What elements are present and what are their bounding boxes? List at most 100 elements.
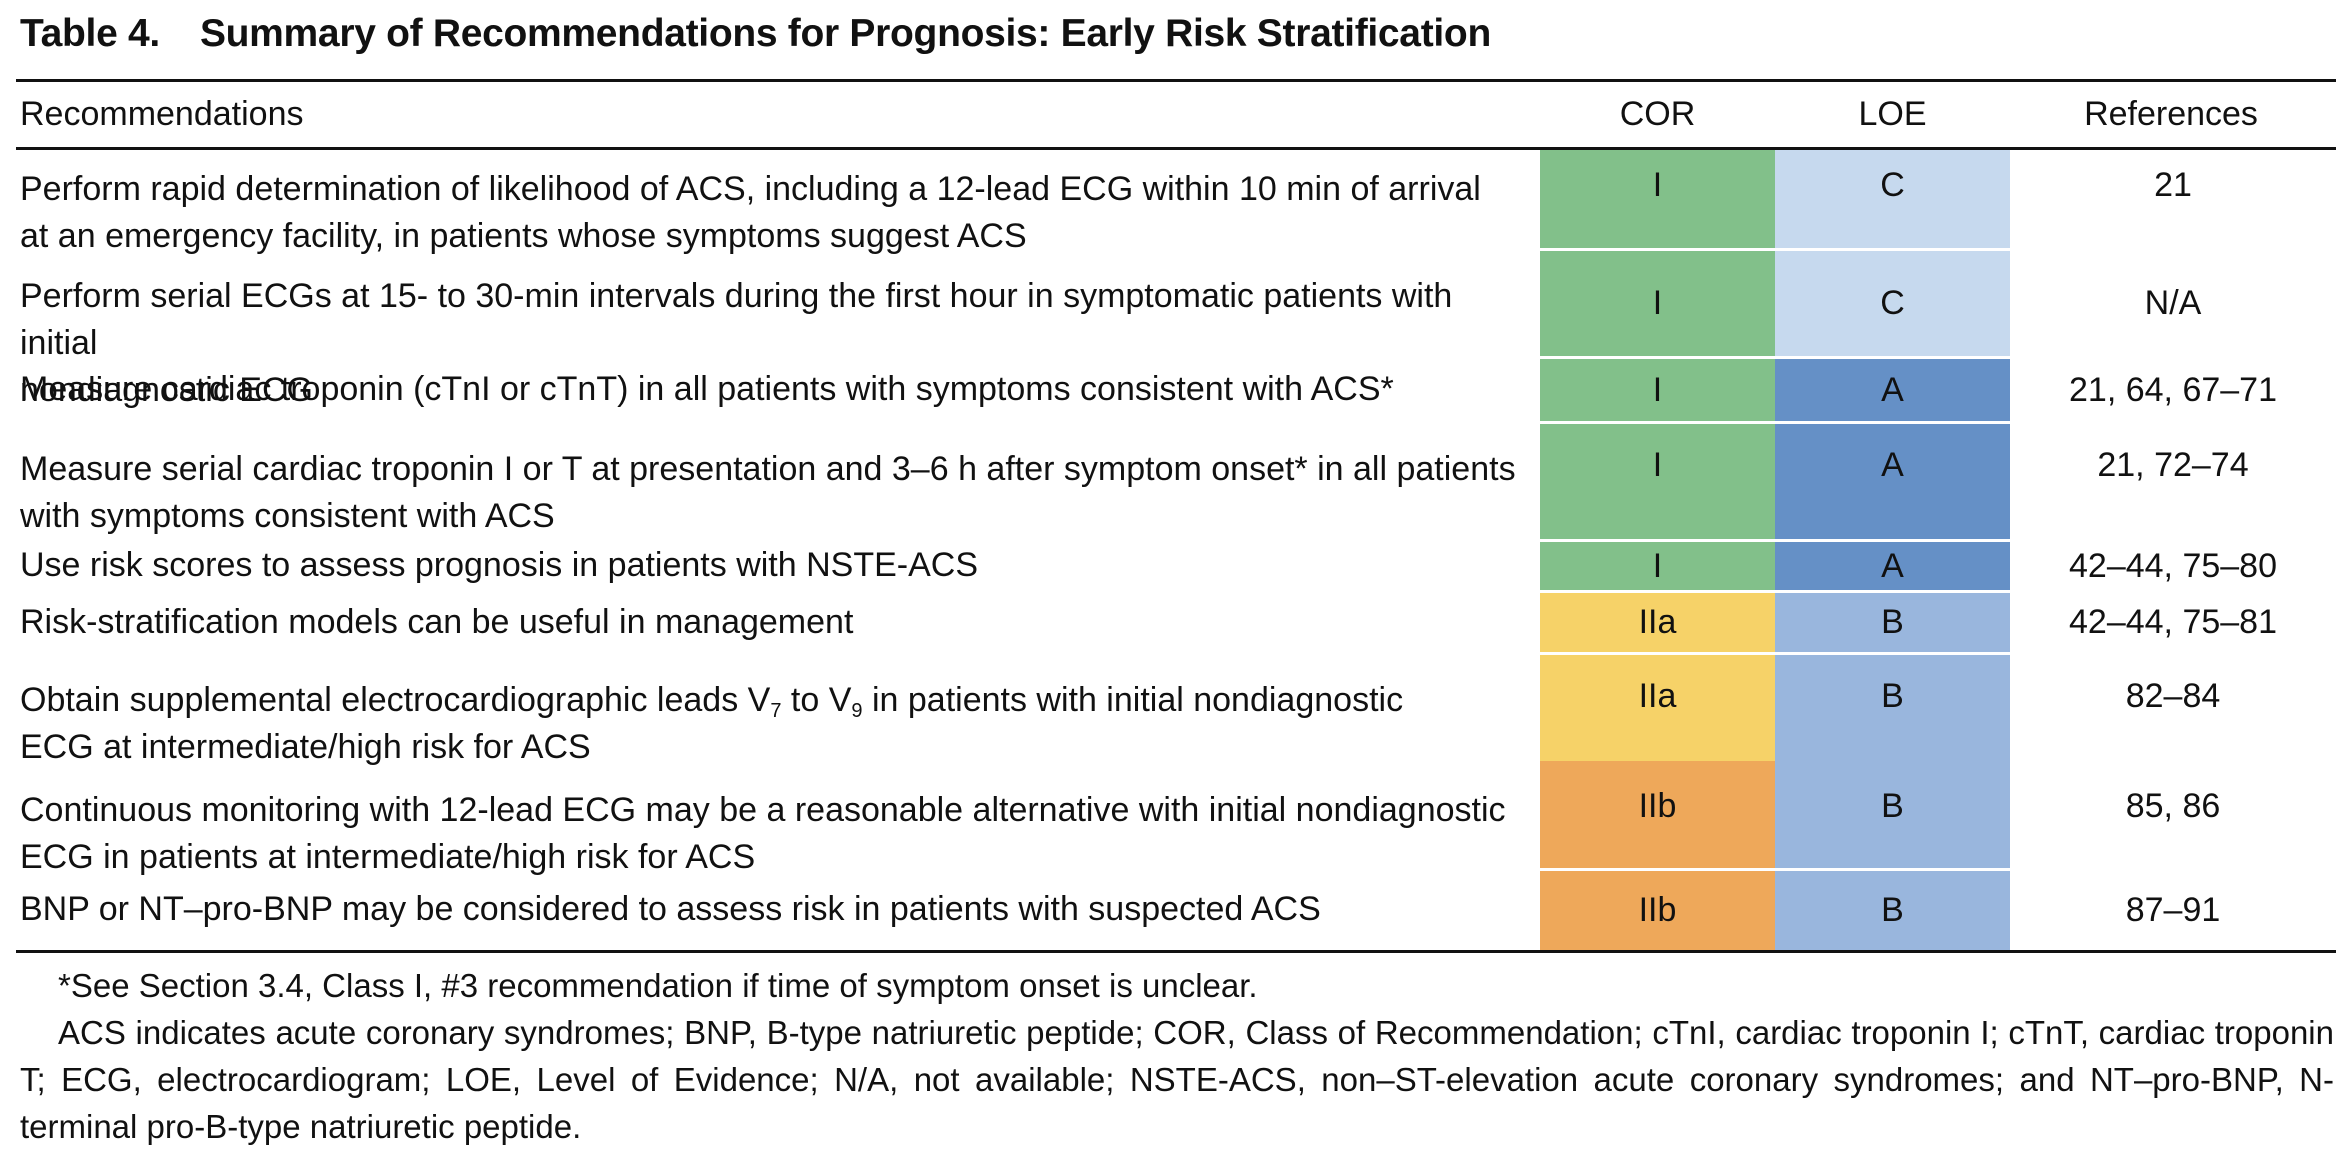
row-separator — [1524, 248, 1994, 251]
cor-value: I — [1652, 370, 1663, 409]
references-value: 87–91 — [2125, 891, 2221, 929]
recommendation-fragment: to V — [781, 681, 852, 719]
table-title: Table 4. Summary of Recommendations for P… — [20, 12, 1491, 56]
recommendation-text: Perform rapid determination of likelihoo… — [20, 166, 1520, 260]
cor-cell: I — [1540, 150, 1775, 248]
footnote-abbreviations: ACS indicates acute coronary syndromes; … — [20, 1014, 2334, 1145]
references-cell: 21, 72–74 — [2010, 424, 2336, 539]
row-separator — [1524, 421, 1994, 424]
cor-cell: IIb — [1540, 761, 1775, 868]
header-recommendations: Recommendations — [20, 95, 304, 133]
recommendation-line: with symptoms consistent with ACS — [20, 497, 555, 535]
references-value: 21, 64, 67–71 — [2069, 370, 2277, 409]
references-value: 85, 86 — [2125, 787, 2221, 825]
recommendation-text: Perform serial ECGs at 15- to 30-min int… — [20, 273, 1520, 414]
recommendation-line: Perform serial ECGs at 15- to 30-min int… — [20, 277, 1453, 362]
recommendation-line: Measure serial cardiac troponin I or T a… — [20, 450, 1516, 488]
loe-cell: B — [1775, 871, 2010, 950]
recommendation-line: Risk-stratification models can be useful… — [20, 603, 854, 641]
loe-value: A — [1881, 546, 1904, 585]
loe-value: A — [1881, 446, 1904, 484]
loe-cell: B — [1775, 593, 2010, 652]
table-title-text: Summary of Recommendations for Prognosis… — [199, 12, 1491, 55]
cor-value: IIa — [1638, 603, 1677, 641]
recommendation-text: Use risk scores to assess prognosis in p… — [20, 542, 1520, 589]
references-value: 42–44, 75–80 — [2069, 546, 2277, 585]
table-row: Perform rapid determination of likelihoo… — [16, 150, 2336, 255]
references-value: N/A — [2144, 284, 2202, 322]
loe-value: B — [1881, 787, 1904, 825]
row-separator — [1524, 868, 1994, 871]
recommendation-line: nondiagnostic ECG — [20, 371, 313, 409]
table-row: Measure serial cardiac troponin I or T a… — [16, 424, 2336, 539]
references-cell: 82–84 — [2010, 655, 2336, 761]
references-value: 82–84 — [2125, 677, 2221, 715]
row-separator — [1524, 590, 1994, 593]
loe-cell: A — [1775, 359, 2010, 421]
loe-cell: A — [1775, 424, 2010, 539]
references-value: 21 — [2154, 166, 2192, 204]
loe-cell: C — [1775, 150, 2010, 248]
cor-cell: I — [1540, 542, 1775, 590]
recommendation-text: Measure serial cardiac troponin I or T a… — [20, 446, 1520, 540]
loe-cell: B — [1775, 655, 2010, 761]
table-row: Risk-stratification models can be useful… — [16, 593, 2336, 652]
recommendation-line: ECG in patients at intermediate/high ris… — [20, 838, 756, 876]
references-cell: 21, 64, 67–71 — [2010, 359, 2336, 421]
recommendation-line: BNP or NT–pro-BNP may be considered to a… — [20, 890, 1321, 928]
loe-value: B — [1881, 677, 1904, 715]
header-references: References — [2084, 95, 2258, 133]
subscript-lead-7: 7 — [770, 700, 782, 722]
loe-value: C — [1880, 166, 1905, 204]
header-rule — [16, 147, 2336, 150]
top-rule — [16, 79, 2336, 82]
recommendation-fragment: in patients with initial nondiagnostic — [862, 681, 1404, 719]
cor-value: I — [1652, 546, 1663, 585]
bottom-rule — [16, 950, 2336, 953]
cor-value: IIb — [1638, 787, 1677, 825]
recommendation-text: Obtain supplemental electrocardiographic… — [20, 677, 1520, 771]
references-value: 21, 72–74 — [2097, 446, 2249, 484]
table-row: Obtain supplemental electrocardiographic… — [16, 655, 2336, 766]
table-row: Measure cardiac troponin (cTnI or cTnT) … — [16, 359, 2336, 421]
recommendation-text: BNP or NT–pro-BNP may be considered to a… — [20, 886, 1520, 933]
table-row: Continuous monitoring with 12-lead ECG m… — [16, 761, 2336, 876]
cor-value: IIa — [1638, 677, 1677, 715]
row-separator — [1524, 652, 1994, 655]
table-row: Use risk scores to assess prognosis in p… — [16, 542, 2336, 590]
recommendation-line: Continuous monitoring with 12-lead ECG m… — [20, 791, 1506, 829]
recommendation-line: Obtain supplemental electrocardiographic… — [20, 677, 1520, 724]
recommendation-text: Continuous monitoring with 12-lead ECG m… — [20, 787, 1520, 881]
references-cell: N/A — [2010, 251, 2336, 356]
recommendation-fragment: Obtain supplemental electrocardiographic… — [20, 681, 771, 719]
cor-value: I — [1652, 446, 1663, 484]
cor-value: IIb — [1638, 891, 1677, 929]
recommendation-text: Measure cardiac troponin (cTnI or cTnT) … — [20, 366, 1520, 413]
loe-value: A — [1881, 370, 1904, 409]
footnote-asterisk: *See Section 3.4, Class I, #3 recommenda… — [58, 967, 1258, 1004]
loe-value: B — [1881, 603, 1904, 641]
cor-cell: IIb — [1540, 871, 1775, 950]
row-separator — [1524, 356, 1994, 359]
references-cell: 42–44, 75–81 — [2010, 593, 2336, 652]
loe-value: B — [1881, 891, 1904, 929]
row-separator — [1524, 539, 1994, 542]
references-cell: 42–44, 75–80 — [2010, 542, 2336, 590]
table-row: Perform serial ECGs at 15- to 30-min int… — [16, 251, 2336, 409]
loe-value: C — [1880, 284, 1905, 322]
table-number: Table 4. — [20, 12, 160, 55]
recommendation-line: at an emergency facility, in patients wh… — [20, 217, 1027, 255]
cor-cell: I — [1540, 359, 1775, 421]
loe-cell: A — [1775, 542, 2010, 590]
recommendation-line: ECG at intermediate/high risk for ACS — [20, 728, 591, 766]
references-cell: 87–91 — [2010, 871, 2336, 950]
loe-cell: C — [1775, 251, 2010, 356]
cor-value: I — [1652, 284, 1663, 322]
header-loe: LOE — [1858, 95, 1927, 133]
recommendation-line: Use risk scores to assess prognosis in p… — [20, 546, 979, 584]
references-cell: 85, 86 — [2010, 761, 2336, 868]
cor-cell: IIa — [1540, 655, 1775, 761]
references-cell: 21 — [2010, 150, 2336, 248]
recommendation-line: Perform rapid determination of likelihoo… — [20, 170, 1481, 208]
